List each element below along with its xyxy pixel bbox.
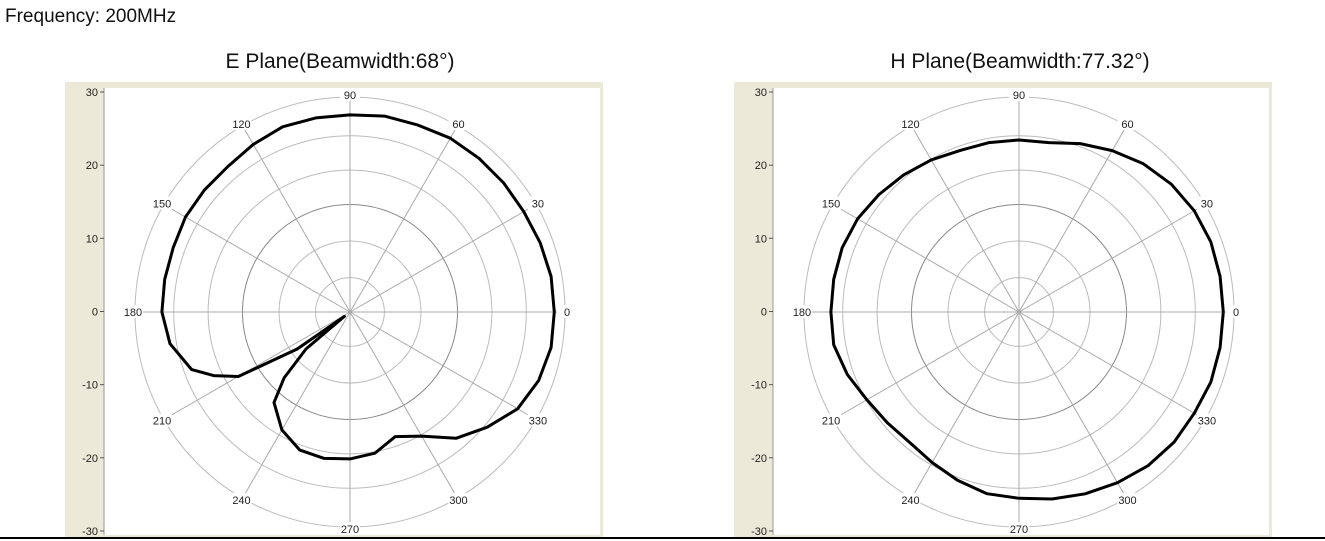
h-plane-angle-label-bg bbox=[821, 196, 842, 210]
e-plane-spoke bbox=[242, 125, 351, 313]
e-plane-y-tick-label: 20 bbox=[86, 160, 98, 172]
h-plane-pattern-line bbox=[829, 138, 1225, 501]
e-plane-angle-label: 180 bbox=[124, 307, 142, 319]
e-plane-y-tick-label: 30 bbox=[86, 87, 98, 99]
e-plane-angle-label: 270 bbox=[341, 524, 359, 536]
e-plane-angle-label-bg bbox=[231, 492, 252, 506]
e-plane-angle-label-bg bbox=[557, 305, 577, 318]
e-plane-angle-label-bg bbox=[448, 117, 469, 131]
e-plane-angle-label: 210 bbox=[153, 416, 171, 428]
h-plane-y-tick-label: -30 bbox=[751, 526, 767, 537]
e-plane-angle-label: 60 bbox=[452, 119, 464, 131]
e-plane-angle-label-bg bbox=[340, 88, 360, 101]
e-plane-spoke bbox=[349, 311, 537, 420]
h-plane-angle-label-bg bbox=[1226, 305, 1246, 318]
h-plane-spoke bbox=[1018, 311, 1206, 420]
h-plane-angle-label-bg bbox=[1117, 492, 1138, 506]
h-plane-spoke bbox=[911, 311, 1020, 499]
e-plane-angle-label-bg bbox=[527, 196, 548, 210]
e-plane-angle-label: 150 bbox=[153, 199, 171, 211]
h-plane-angle-label: 300 bbox=[1118, 495, 1136, 507]
e-plane-y-tick-label: -20 bbox=[82, 453, 98, 465]
h-plane-spoke bbox=[832, 311, 1020, 420]
h-plane-angle-label: 330 bbox=[1198, 416, 1216, 428]
h-plane-angle-label-bg bbox=[900, 117, 921, 131]
e-plane-y-tick-label: -30 bbox=[82, 526, 98, 537]
e-plane-angle-label: 120 bbox=[232, 119, 250, 131]
e-plane-spoke bbox=[242, 311, 351, 499]
e-plane-angle-label: 330 bbox=[529, 416, 547, 428]
e-plane-angle-label-bg bbox=[448, 492, 469, 506]
e-plane-y-tick-label: 10 bbox=[86, 233, 98, 245]
h-plane-angle-label-bg bbox=[1196, 413, 1217, 427]
e-plane-angle-label: 30 bbox=[532, 199, 544, 211]
h-plane-spoke bbox=[1018, 311, 1127, 499]
e-plane-spoke bbox=[163, 204, 351, 313]
e-plane-spoke bbox=[163, 311, 351, 420]
h-plane-y-tick-label: -20 bbox=[751, 453, 767, 465]
e-plane-angle-label-bg bbox=[231, 117, 252, 131]
h-plane-angle-label: 60 bbox=[1121, 119, 1133, 131]
h-plane-angle-label-bg bbox=[1009, 522, 1029, 535]
h-plane-angle-label: 0 bbox=[1233, 307, 1239, 319]
e-plane-angle-label: 90 bbox=[344, 90, 356, 102]
h-plane-angle-label: 30 bbox=[1201, 199, 1213, 211]
e-plane-angle-label-bg bbox=[340, 522, 360, 535]
e-plane-panel: 0 30 60 90 120 150 180 210 240 270 300 330 30 20 10 0 -1… bbox=[65, 82, 603, 537]
e-plane-angle-label-bg bbox=[123, 305, 143, 318]
h-plane-angle-label: 90 bbox=[1013, 90, 1025, 102]
e-plane-angle-label: 0 bbox=[564, 307, 570, 319]
h-plane-angle-label-bg bbox=[792, 305, 812, 318]
bottom-rule bbox=[0, 537, 1325, 539]
e-plane-spoke bbox=[349, 125, 458, 313]
h-plane-panel: 0 30 60 90 120 150 180 210 240 270 300 330 30 20 10 0 -1… bbox=[734, 82, 1272, 537]
e-plane-angle-label-bg bbox=[152, 413, 173, 427]
h-plane-y-tick-label: 30 bbox=[755, 87, 767, 99]
h-plane-angle-label: 240 bbox=[901, 495, 919, 507]
h-plane-angle-label-bg bbox=[1117, 117, 1138, 131]
h-plane-spoke bbox=[911, 125, 1020, 313]
h-plane-y-tick-label: 0 bbox=[761, 307, 767, 319]
e-plane-polar-chart: 0 30 60 90 120 150 180 210 240 270 300 330 30 20 10 0 -1… bbox=[82, 87, 600, 537]
h-plane-angle-label: 120 bbox=[901, 119, 919, 131]
h-plane-angle-label-bg bbox=[1009, 88, 1029, 101]
e-plane-pattern-line bbox=[160, 113, 556, 461]
h-plane-angle-label: 210 bbox=[822, 416, 840, 428]
frequency-label: Frequency: 200MHz bbox=[5, 6, 177, 27]
e-plane-title: E Plane(Beamwidth:68°) bbox=[225, 50, 455, 73]
h-plane-angle-label-bg bbox=[900, 492, 921, 506]
e-plane-angle-label-bg bbox=[152, 196, 173, 210]
e-plane-y-tick-label: -10 bbox=[82, 380, 98, 392]
h-plane-y-tick-label: 10 bbox=[755, 233, 767, 245]
h-plane-angle-label: 150 bbox=[822, 199, 840, 211]
h-plane-angle-label-bg bbox=[821, 413, 842, 427]
h-plane-y-tick-label: -10 bbox=[751, 380, 767, 392]
e-plane-spoke bbox=[349, 311, 458, 499]
h-plane-angle-label: 180 bbox=[793, 307, 811, 319]
h-plane-polar-chart: 0 30 60 90 120 150 180 210 240 270 300 330 30 20 10 0 -1… bbox=[751, 87, 1269, 537]
e-plane-angle-label: 300 bbox=[449, 495, 467, 507]
h-plane-spoke bbox=[832, 204, 1020, 313]
e-plane-spoke bbox=[349, 204, 537, 313]
h-plane-spoke bbox=[1018, 204, 1206, 313]
e-plane-angle-label-bg bbox=[527, 413, 548, 427]
e-plane-y-tick-label: 0 bbox=[92, 307, 98, 319]
h-plane-angle-label: 270 bbox=[1010, 524, 1028, 536]
e-plane-angle-label: 240 bbox=[232, 495, 250, 507]
h-plane-title: H Plane(Beamwidth:77.32°) bbox=[890, 50, 1150, 73]
h-plane-spoke bbox=[1018, 125, 1127, 313]
h-plane-angle-label-bg bbox=[1196, 196, 1217, 210]
h-plane-y-tick-label: 20 bbox=[755, 160, 767, 172]
